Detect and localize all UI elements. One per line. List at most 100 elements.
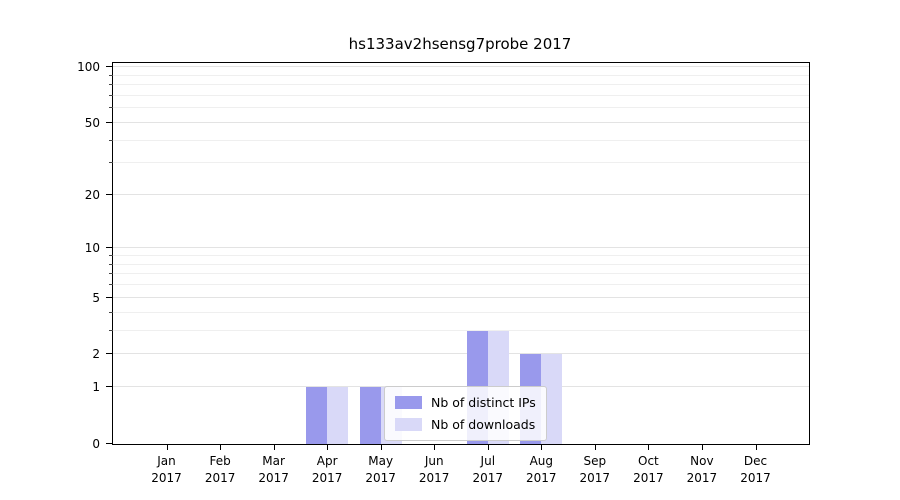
minor-gridline: [113, 273, 809, 275]
x-tick-label: May 2017: [346, 453, 416, 488]
x-tick-label: Aug 2017: [506, 453, 576, 488]
x-tick-mark: [434, 444, 436, 450]
x-tick-month: Nov: [690, 454, 714, 468]
legend-swatch-downloads: [395, 418, 422, 431]
legend-label: Nb of downloads: [431, 417, 536, 432]
bar-distinct-ips: [359, 387, 381, 444]
x-tick-label: Feb 2017: [185, 453, 255, 488]
y-minor-tick-mark: [109, 162, 113, 164]
minor-gridline: [113, 263, 809, 265]
bar-distinct-ips: [306, 387, 328, 444]
x-tick-mark: [648, 444, 650, 450]
x-tick-year: 2017: [579, 471, 611, 486]
y-tick-label: 5: [92, 290, 100, 305]
y-tick-label: 100: [77, 59, 100, 74]
y-tick-label: 0: [92, 437, 100, 451]
minor-gridline: [113, 162, 809, 164]
y-tick-mark: [106, 386, 113, 388]
major-gridline: [113, 296, 809, 298]
legend-label: Nb of distinct IPs: [431, 395, 536, 410]
major-gridline: [113, 353, 809, 355]
x-tick-year: 2017: [311, 471, 343, 486]
x-tick-year: 2017: [472, 471, 504, 486]
minor-gridline: [113, 254, 809, 256]
y-tick-mark: [106, 443, 113, 444]
minor-gridline: [113, 94, 809, 96]
y-minor-tick-mark: [109, 84, 113, 85]
x-tick-year: 2017: [740, 471, 771, 486]
y-tick-label: 20: [84, 188, 100, 203]
y-tick-label: 1: [92, 380, 100, 395]
x-tick-month: May: [368, 454, 394, 468]
x-tick-month: Jul: [480, 454, 496, 468]
minor-gridline: [113, 107, 809, 109]
x-tick-label: Jan 2017: [132, 453, 202, 488]
x-tick-year: 2017: [418, 471, 450, 486]
minor-gridline: [113, 139, 809, 141]
x-tick-mark: [701, 444, 703, 450]
y-minor-tick-mark: [109, 74, 113, 76]
y-tick-mark: [106, 65, 113, 67]
x-tick-mark: [541, 444, 543, 450]
y-tick-mark: [106, 296, 113, 298]
x-tick-month: Apr: [316, 454, 338, 468]
legend-row: Nb of distinct IPs: [395, 395, 536, 410]
major-gridline: [113, 247, 809, 249]
y-minor-tick-mark: [109, 329, 113, 331]
x-tick-mark: [755, 444, 757, 450]
y-tick-label: 2: [92, 347, 100, 362]
major-gridline: [113, 121, 809, 123]
legend: Nb of distinct IPs Nb of downloads: [384, 386, 547, 441]
minor-gridline: [113, 311, 809, 313]
x-tick-mark: [327, 444, 329, 450]
x-tick-year: 2017: [204, 471, 236, 486]
x-tick-month: Sep: [583, 454, 607, 468]
minor-gridline: [113, 74, 809, 76]
y-tick-mark: [106, 194, 113, 196]
x-tick-year: 2017: [258, 471, 289, 486]
x-tick-mark: [380, 444, 382, 450]
y-minor-tick-mark: [109, 94, 113, 96]
bar-downloads: [327, 387, 349, 444]
minor-gridline: [113, 329, 809, 331]
major-gridline: [113, 65, 809, 67]
x-tick-mark: [166, 444, 168, 450]
y-tick-mark: [106, 247, 113, 249]
x-tick-label: Mar 2017: [239, 453, 309, 488]
major-gridline: [113, 194, 809, 196]
plot-area: 0 1 2 5 10 20 50 100 Jan 2017 Feb 2017 Mar 2017 Apr 201…: [77, 60, 810, 485]
x-tick-month: Mar: [262, 454, 285, 468]
legend-row: Nb of downloads: [395, 417, 536, 432]
x-tick-mark: [487, 444, 489, 450]
x-tick-month: Dec: [743, 454, 768, 468]
x-tick-mark: [273, 444, 275, 450]
x-tick-year: 2017: [365, 471, 396, 486]
x-tick-label: Jun 2017: [399, 453, 469, 488]
x-tick-year: 2017: [151, 471, 182, 486]
x-tick-label: Dec 2017: [721, 453, 791, 488]
y-minor-tick-mark: [109, 311, 113, 313]
y-tick-mark: [106, 353, 113, 355]
x-tick-label: Oct 2017: [613, 453, 683, 488]
x-tick-mark: [220, 444, 222, 450]
y-minor-tick-mark: [109, 254, 113, 256]
y-tick-label: 10: [84, 241, 100, 256]
x-tick-mark: [594, 444, 596, 450]
x-tick-month: Feb: [209, 454, 231, 468]
x-tick-label: Apr 2017: [292, 453, 362, 488]
y-tick-label: 50: [84, 115, 100, 130]
x-tick-label: Sep 2017: [560, 453, 630, 488]
x-tick-month: Oct: [638, 454, 659, 468]
chart-title: hs133av2hsensg7probe 2017: [348, 35, 572, 53]
minor-gridline: [113, 84, 809, 85]
x-tick-year: 2017: [633, 471, 664, 486]
x-tick-label: Nov 2017: [667, 453, 737, 488]
x-tick-year: 2017: [526, 471, 557, 486]
y-tick-mark: [106, 121, 113, 123]
y-minor-tick-mark: [109, 107, 113, 109]
y-minor-tick-mark: [109, 139, 113, 141]
y-minor-tick-mark: [109, 263, 113, 265]
legend-swatch-distinct-ips: [395, 396, 422, 409]
x-tick-month: Jun: [424, 454, 444, 468]
